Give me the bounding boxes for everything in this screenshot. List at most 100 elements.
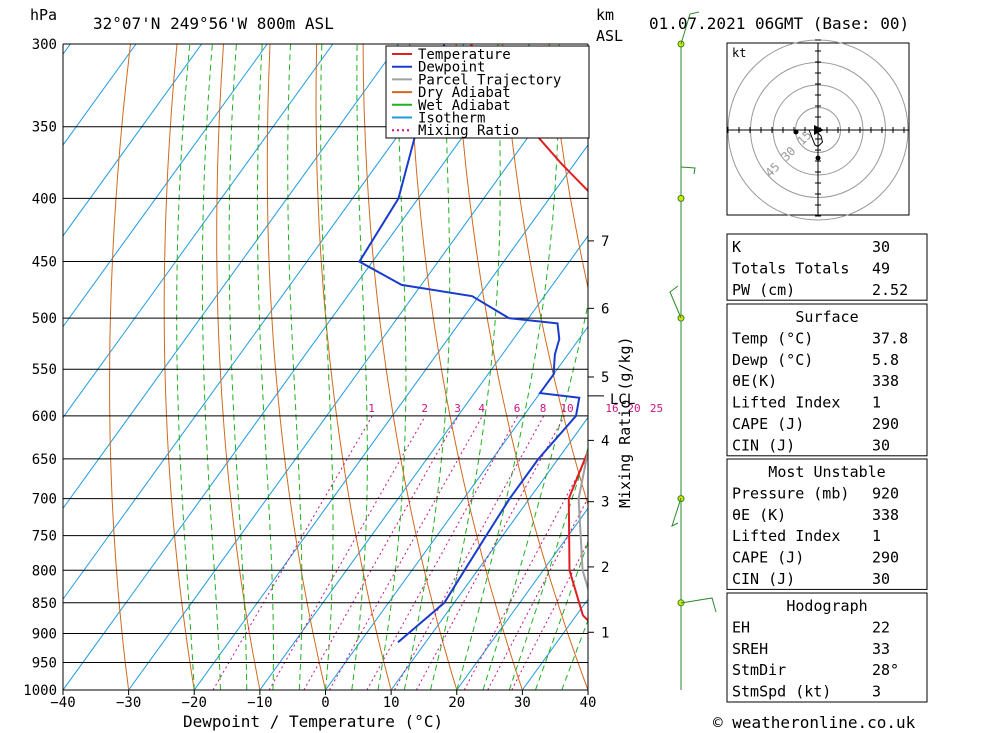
table-row-value: 290 — [872, 415, 899, 433]
mixing-ratio-label: 3 — [454, 402, 461, 415]
wind-level-marker — [677, 194, 685, 202]
table-section — [726, 303, 928, 457]
table-row-value: 33 — [872, 640, 890, 658]
pressure-tick-label: 950 — [32, 656, 57, 672]
table-row-label: SREH — [732, 640, 768, 658]
table-row-label: θE (K) — [732, 506, 786, 524]
table-row-value: 28° — [872, 661, 899, 679]
dry-adiabat-line — [163, 44, 195, 690]
wind-barb — [669, 285, 682, 319]
table-row-value: 338 — [872, 506, 899, 524]
wet-adiabat-line — [287, 44, 303, 690]
temperature-line — [469, 44, 588, 622]
dry-adiabat-line — [109, 44, 131, 690]
location-title: 32°07'N 249°56'W 800m ASL — [93, 14, 334, 33]
pressure-tick-label: 350 — [32, 120, 57, 136]
table-row-value: 3 — [872, 683, 881, 701]
x-tick-label: 0 — [321, 695, 329, 711]
dry-adiabat-line — [362, 44, 458, 690]
x-tick-label: 40 — [580, 695, 597, 711]
table-row-label: Temp (°C) — [732, 329, 813, 347]
table-section-title: Most Unstable — [768, 463, 885, 481]
mixing-ratio-line — [487, 496, 588, 690]
dry-adiabat-line — [409, 44, 523, 690]
wet-adiabat-line — [403, 44, 451, 690]
legend-entry: Parcel Trajectory — [418, 72, 561, 88]
table-row-label: CAPE (J) — [732, 549, 804, 567]
wet-adiabat-line — [201, 44, 221, 690]
table-row-value: 920 — [872, 484, 899, 502]
credit-text: © weatheronline.co.uk — [713, 713, 916, 732]
mixing-ratio-label: 2 — [421, 402, 428, 415]
wet-adiabat-line — [176, 44, 195, 690]
mixing-ratio-line — [511, 541, 588, 690]
table-row-label: PW (cm) — [732, 281, 795, 299]
mixing-ratio-label: 1 — [368, 402, 375, 415]
isotherm-line — [259, 234, 588, 690]
mixing-ratio-label: 4 — [478, 402, 485, 415]
dry-adiabat-line — [455, 44, 588, 690]
km-tick-label: 1 — [601, 625, 609, 641]
lcl-label: LCL — [610, 392, 635, 408]
table-row-value: 5.8 — [872, 351, 899, 369]
mixing-ratio-label: 25 — [650, 402, 663, 415]
mixing-ratio-line — [212, 415, 373, 690]
table-row-label: StmDir — [732, 661, 786, 679]
dewpoint-line — [357, 44, 581, 644]
pressure-tick-label: 400 — [32, 191, 57, 207]
datetime-title: 01.07.2021 06GMT (Base: 00) — [649, 14, 909, 33]
wind-barb — [680, 166, 696, 175]
km-tick-label: 6 — [601, 301, 609, 317]
pressure-tick-label: 1000 — [23, 683, 57, 699]
isotherm-line — [63, 44, 465, 601]
hodograph-unit-label: kt — [732, 46, 746, 60]
isotherm-line — [128, 53, 588, 690]
legend-entry: Wet Adiabat — [418, 98, 511, 114]
pressure-tick-label: 450 — [32, 255, 57, 271]
table-row-label: CIN (J) — [732, 570, 795, 588]
mixing-ratio-line — [329, 415, 483, 690]
mixing-ratio-label: 20 — [627, 402, 640, 415]
wet-adiabat-line — [377, 44, 407, 690]
isotherm-line — [0, 44, 5, 690]
mixing-ratio-line — [394, 415, 545, 690]
legend-box — [385, 45, 590, 139]
pressure-tick-label: 850 — [32, 596, 57, 612]
table-section — [726, 458, 928, 590]
table-section-title: Surface — [795, 308, 858, 326]
isotherm-line — [63, 44, 268, 328]
dry-adiabat-line — [548, 44, 588, 291]
isotherm-line — [63, 44, 334, 419]
hodograph-point — [815, 155, 821, 161]
wet-adiabat-line — [228, 44, 248, 690]
km-tick-label: 2 — [601, 560, 609, 576]
legend-entry: Isotherm — [418, 111, 485, 127]
mixing-ratio-label: 6 — [514, 402, 521, 415]
dry-adiabat-line — [315, 44, 392, 690]
table-section — [726, 233, 928, 301]
table-row-label: StmSpd (kt) — [732, 683, 831, 701]
table-row-value: 2.52 — [872, 281, 908, 299]
pressure-tick-label: 750 — [32, 529, 57, 545]
table-row-label: θE(K) — [732, 372, 777, 390]
isotherm-line — [390, 416, 588, 690]
isotherm-line — [193, 144, 588, 690]
mixing-ratio-label: 16 — [605, 402, 618, 415]
isotherm-line — [63, 44, 531, 690]
km-tick-label: 5 — [601, 370, 609, 386]
storm-motion-marker — [814, 125, 824, 135]
table-row-label: CAPE (J) — [732, 415, 804, 433]
mixing-ratio-line — [303, 415, 459, 690]
table-row-value: 1 — [872, 527, 881, 545]
dry-adiabat-line — [968, 44, 1000, 690]
hodograph-point — [793, 129, 799, 135]
table-row-value: 338 — [872, 372, 899, 390]
km-tick-label: 3 — [601, 495, 609, 511]
wet-adiabat-line — [508, 446, 588, 690]
dry-adiabat-line — [921, 44, 1000, 690]
hodograph-trace — [808, 129, 824, 148]
wet-adiabat-line — [256, 44, 274, 690]
pressure-tick-label: 600 — [32, 409, 57, 425]
dry-adiabat-line — [216, 44, 261, 690]
wind-barb — [680, 11, 700, 45]
